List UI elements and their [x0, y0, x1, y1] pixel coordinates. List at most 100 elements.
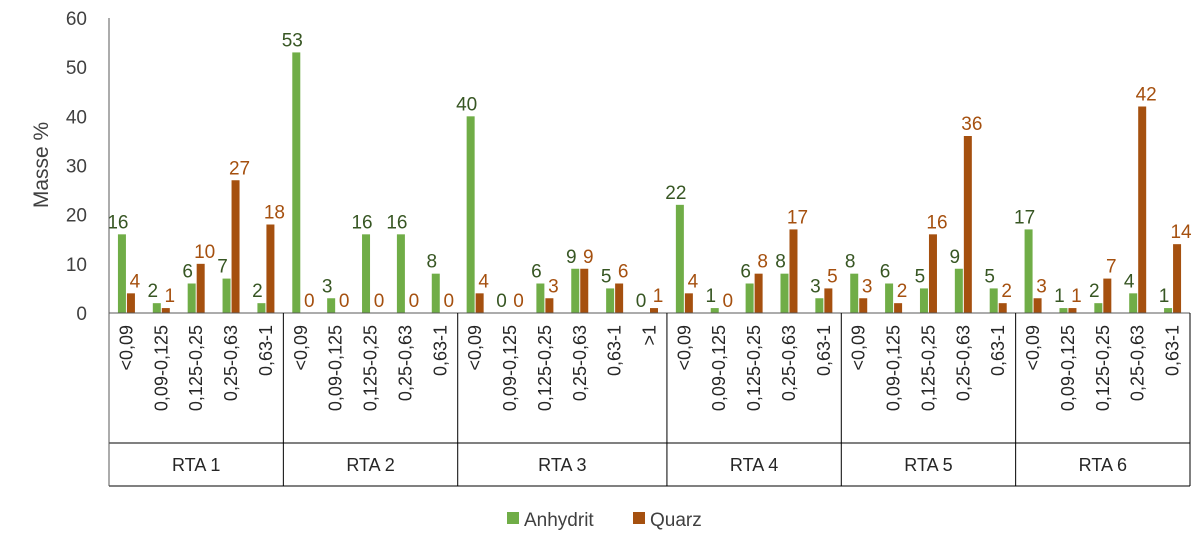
- y-axis-title: Masse %: [30, 122, 53, 208]
- bar-anhydrit: [257, 303, 266, 313]
- category-label: 0,125-0,25: [186, 325, 206, 411]
- category-label: 0,63-1: [605, 325, 625, 376]
- data-label-quarz: 0: [374, 291, 385, 312]
- data-label-quarz: 8: [757, 252, 768, 273]
- bar-anhydrit: [187, 283, 196, 313]
- bar-quarz: [789, 229, 798, 313]
- data-label-anhydrit: 8: [426, 252, 437, 273]
- category-label: 0,125-0,25: [744, 325, 764, 411]
- bar-anhydrit: [989, 288, 998, 313]
- axis-lines: [108, 18, 1191, 487]
- data-label-anhydrit: 6: [182, 262, 193, 283]
- bar-quarz: [998, 303, 1007, 313]
- data-label-anhydrit: 2: [148, 281, 159, 302]
- group-labels: RTA 1 RTA 2 RTA 3 RTA 4 RTA 5 RTA 6: [172, 455, 1127, 475]
- bar-anhydrit: [954, 268, 963, 313]
- category-label: 0,09-0,125: [709, 325, 729, 411]
- data-label-quarz: 14: [1170, 222, 1192, 243]
- data-label-anhydrit: 3: [810, 276, 821, 297]
- data-label-quarz: 4: [478, 271, 489, 292]
- category-label: <0,09: [674, 325, 694, 371]
- data-label-anhydrit: 9: [566, 247, 577, 268]
- bar-quarz: [126, 293, 135, 313]
- data-label-quarz: 4: [688, 271, 699, 292]
- bar-anhydrit: [396, 234, 405, 313]
- data-label-quarz: 3: [548, 276, 559, 297]
- data-label-quarz: 36: [961, 114, 982, 135]
- bar-anhydrit: [919, 288, 928, 313]
- data-label-quarz: 0: [722, 291, 733, 312]
- bar-anhydrit: [1164, 308, 1173, 313]
- y-axis-ticks: 0 10 20 30 40 50 60: [66, 9, 87, 325]
- bars: [117, 52, 1182, 314]
- bar-quarz: [1138, 106, 1147, 313]
- bar-quarz: [266, 224, 275, 313]
- category-label: 0,25-0,63: [1128, 325, 1148, 401]
- y-tick-label: 10: [66, 255, 87, 276]
- category-label: 0,25-0,63: [570, 325, 590, 401]
- data-label-anhydrit: 7: [217, 257, 228, 278]
- category-label: 0,125-0,25: [1093, 325, 1113, 411]
- data-label-quarz: 1: [165, 286, 176, 307]
- category-label: 0,09-0,125: [1058, 325, 1078, 411]
- bar-anhydrit: [675, 204, 684, 313]
- category-label: 0,25-0,63: [221, 325, 241, 401]
- data-label-quarz: 5: [827, 266, 838, 287]
- category-label: 0,09-0,125: [500, 325, 520, 411]
- bar-anhydrit: [606, 288, 615, 313]
- bar-anhydrit: [850, 273, 859, 313]
- category-label: 0,63-1: [256, 325, 276, 376]
- data-label-anhydrit: 6: [740, 262, 751, 283]
- group-label: RTA 1: [172, 455, 220, 475]
- data-label-quarz: 10: [194, 242, 215, 263]
- bar-quarz: [1173, 244, 1182, 313]
- data-label-quarz: 0: [409, 291, 420, 312]
- bar-quarz: [615, 283, 624, 313]
- data-label-quarz: 1: [653, 286, 664, 307]
- data-label-anhydrit: 16: [351, 212, 372, 233]
- data-label-anhydrit: 3: [322, 276, 333, 297]
- bar-anhydrit: [815, 298, 824, 313]
- data-label-quarz: 0: [339, 291, 350, 312]
- data-label-anhydrit: 1: [1054, 286, 1065, 307]
- data-label-quarz: 2: [1001, 281, 1012, 302]
- data-label-quarz: 42: [1136, 85, 1157, 106]
- data-label-anhydrit: 5: [915, 266, 926, 287]
- data-label-quarz: 6: [618, 262, 629, 283]
- bar-quarz: [1033, 298, 1042, 313]
- y-tick-label: 40: [66, 107, 87, 128]
- data-label-anhydrit: 53: [282, 30, 303, 51]
- category-label: 0,125-0,25: [361, 325, 381, 411]
- bar-anhydrit: [431, 273, 440, 313]
- bar-anhydrit: [292, 52, 301, 314]
- category-label: 0,63-1: [1163, 325, 1183, 376]
- data-label-quarz: 0: [304, 291, 315, 312]
- bar-quarz: [894, 303, 903, 313]
- y-tick-label: 50: [66, 58, 87, 79]
- bar-anhydrit: [571, 268, 580, 313]
- data-label-quarz: 27: [229, 158, 250, 179]
- data-label-anhydrit: 8: [775, 252, 786, 273]
- bar-anhydrit: [222, 278, 231, 313]
- data-label-anhydrit: 5: [601, 266, 612, 287]
- data-label-anhydrit: 40: [456, 94, 477, 115]
- category-label: <0,09: [291, 325, 311, 371]
- y-tick-label: 20: [66, 206, 87, 227]
- data-label-anhydrit: 0: [636, 291, 647, 312]
- category-label: 0,25-0,63: [395, 325, 415, 401]
- bar-quarz: [859, 298, 868, 313]
- y-tick-label: 30: [66, 157, 87, 178]
- bar-anhydrit: [1129, 293, 1138, 313]
- bar-quarz: [824, 288, 833, 313]
- bar-anhydrit: [152, 303, 161, 313]
- category-label: 0,125-0,25: [535, 325, 555, 411]
- bar-anhydrit: [536, 283, 545, 313]
- data-label-quarz: 3: [1036, 276, 1047, 297]
- bar-anhydrit: [885, 283, 894, 313]
- data-label-quarz: 1: [1071, 286, 1082, 307]
- data-label-quarz: 16: [926, 212, 947, 233]
- bar-quarz: [196, 263, 205, 313]
- category-label: 0,63-1: [814, 325, 834, 376]
